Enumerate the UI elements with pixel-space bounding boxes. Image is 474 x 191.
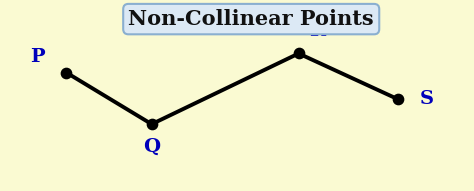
Text: Non-Collinear Points: Non-Collinear Points (128, 9, 374, 29)
Text: Q: Q (143, 138, 160, 156)
Text: R: R (310, 22, 326, 40)
Point (394, 98, 402, 101)
Point (63, 71, 70, 74)
Text: S: S (419, 90, 434, 108)
Point (295, 52, 302, 55)
Point (148, 123, 155, 126)
Text: P: P (31, 48, 45, 66)
